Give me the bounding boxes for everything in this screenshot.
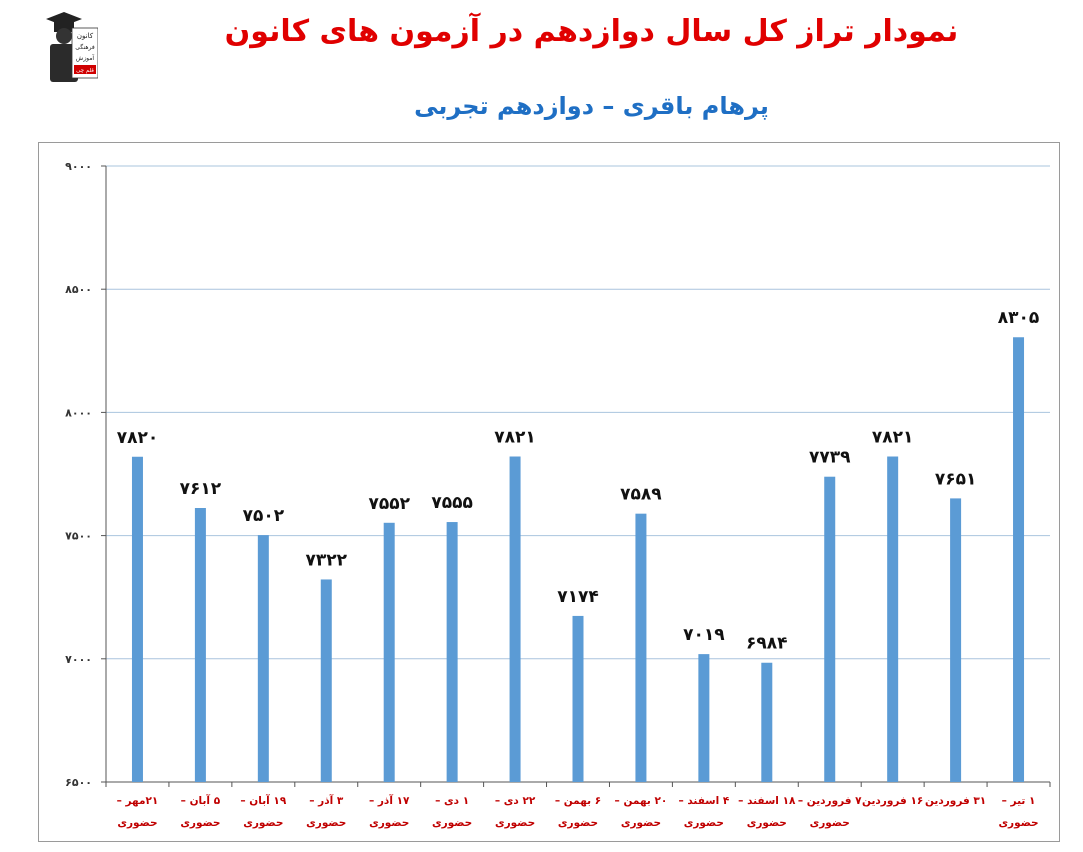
bar [824, 476, 836, 782]
bar [698, 654, 710, 782]
chart-subtitle: پرهام باقری – دوازدهم تجربی [414, 92, 769, 120]
value-label: ۷۵۵۵ [431, 493, 473, 513]
x-tick-label: ۶ بهمن – [555, 795, 601, 807]
x-tick-label: ۲۱مهر – [117, 795, 159, 807]
x-tick-label: حضوری [747, 817, 787, 829]
value-label: ۷۳۲۲ [306, 550, 348, 570]
y-tick-label: ۹۰۰۰ [65, 160, 92, 173]
bar [950, 498, 962, 782]
x-tick-label: حضوری [369, 817, 409, 829]
value-label: ۸۳۰۵ [998, 308, 1040, 328]
value-label: ۷۱۷۴ [557, 587, 599, 607]
value-label: ۷۵۰۲ [243, 506, 285, 526]
x-tick-label: ۱۷ آذر – [369, 794, 410, 807]
bar [320, 579, 332, 782]
logo-text-1: کانون [77, 32, 94, 40]
x-tick-label: ۱ دی – [435, 795, 469, 807]
value-label: ۷۸۲۱ [872, 428, 914, 448]
bar [383, 522, 395, 782]
bar [887, 456, 899, 782]
x-tick-label: ۴ اسفند – [678, 795, 729, 807]
x-tick-label: حضوری [306, 817, 346, 829]
bar [1013, 337, 1025, 782]
x-tick-label: ۲۲ دی – [495, 795, 536, 807]
logo-text-2: فرهنگی [75, 43, 95, 51]
bar [131, 456, 143, 782]
bar [509, 456, 521, 782]
x-tick-label: حضوری [684, 817, 724, 829]
graduate-figure-icon: کانون فرهنگی آموزش قلم چی [46, 12, 99, 82]
y-tick-label: ۸۵۰۰ [65, 283, 92, 296]
x-tick-label: حضوری [998, 817, 1038, 829]
x-tick-label: ۷ فروردین – [798, 795, 862, 807]
y-tick-label: ۷۵۰۰ [65, 530, 92, 543]
x-tick-label: حضوری [432, 817, 472, 829]
bar [257, 535, 269, 782]
x-tick-label: ۳۱ فروردین [925, 795, 986, 807]
logo-text-3: آموزش [76, 53, 95, 62]
logo-text-4: قلم چی [76, 68, 94, 74]
x-tick-label: حضوری [243, 817, 283, 829]
y-tick-label: ۶۵۰۰ [65, 776, 92, 789]
x-tick-label: حضوری [810, 817, 850, 829]
value-label: ۶۹۸۴ [746, 634, 788, 654]
kanoon-logo: کانون فرهنگی آموزش قلم چی [42, 10, 99, 88]
y-tick-label: ۸۰۰۰ [65, 406, 92, 419]
value-label: ۷۸۲۰ [117, 428, 159, 448]
x-tick-label: ۱۸ اسفند – [738, 795, 796, 807]
x-tick-label: حضوری [621, 817, 661, 829]
value-label: ۷۶۱۲ [180, 479, 222, 499]
x-tick-label: ۳ آذر – [309, 794, 344, 807]
x-tick-label: ۵ آبان – [181, 794, 221, 807]
x-tick-label: حضوری [180, 817, 220, 829]
x-tick-label: حضوری [495, 817, 535, 829]
x-tick-label: ۱۹ آبان – [240, 794, 286, 807]
x-tick-label: حضوری [117, 817, 157, 829]
bar [194, 508, 206, 782]
value-label: ۷۵۵۲ [368, 494, 410, 514]
x-tick-label: ۱ تیر – [1002, 795, 1036, 807]
bar [635, 513, 647, 782]
y-tick-label: ۷۰۰۰ [65, 653, 92, 666]
bar [446, 522, 458, 782]
value-label: ۷۶۵۱ [935, 469, 977, 489]
chart-title: نمودار تراز کل سال دوازدهم در آزمون های … [224, 14, 959, 49]
x-tick-label: ۱۶ فروردین [862, 795, 923, 807]
x-tick-label: ۲۰ بهمن – [615, 795, 668, 807]
bar [572, 615, 584, 782]
value-label: ۷۰۱۹ [683, 625, 725, 645]
value-label: ۷۸۲۱ [494, 428, 536, 448]
chart-area [38, 142, 1060, 842]
bar [761, 662, 773, 782]
value-label: ۷۷۳۹ [809, 448, 851, 468]
value-label: ۷۵۸۹ [620, 485, 662, 505]
x-tick-label: حضوری [558, 817, 598, 829]
